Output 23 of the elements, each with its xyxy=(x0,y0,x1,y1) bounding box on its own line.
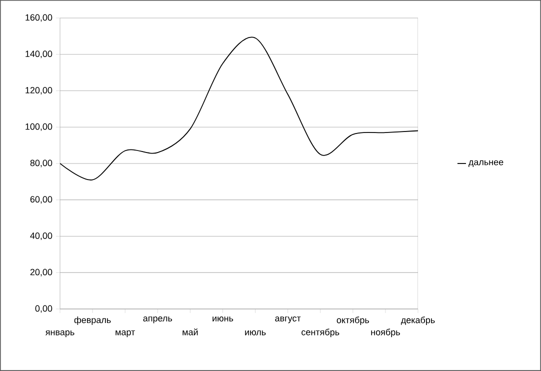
y-tick-label: 20,00 xyxy=(30,268,52,276)
y-tick-label: 0,00 xyxy=(35,305,52,313)
y-tick-label: 160,00 xyxy=(26,14,52,22)
x-tick-label: май xyxy=(182,328,198,336)
line-series xyxy=(60,36,418,180)
y-tick-label: 100,00 xyxy=(26,123,52,131)
y-tick-label: 60,00 xyxy=(30,196,52,204)
x-tick-label: сентябрь xyxy=(302,328,340,338)
y-tick-label: 80,00 xyxy=(30,160,52,168)
x-tick-label: декабрь xyxy=(400,316,435,325)
y-tick-label: 40,00 xyxy=(30,232,52,240)
x-tick-label: октябрь xyxy=(336,316,369,325)
x-tick-label: август xyxy=(275,316,301,324)
legend-label: дальнее xyxy=(468,160,504,167)
x-tick-label: ноябрь xyxy=(371,328,400,338)
x-tick-label: март xyxy=(116,330,136,338)
y-tick-label: 120,00 xyxy=(26,87,52,94)
x-tick-label: июнь xyxy=(212,316,234,322)
x-tick-label: апрель xyxy=(143,316,172,324)
x-tick-label: январь xyxy=(45,330,74,338)
x-tick-label: июль xyxy=(245,330,266,336)
x-tick-label: февраль xyxy=(74,316,111,325)
y-tick-label: 140,00 xyxy=(26,50,52,58)
